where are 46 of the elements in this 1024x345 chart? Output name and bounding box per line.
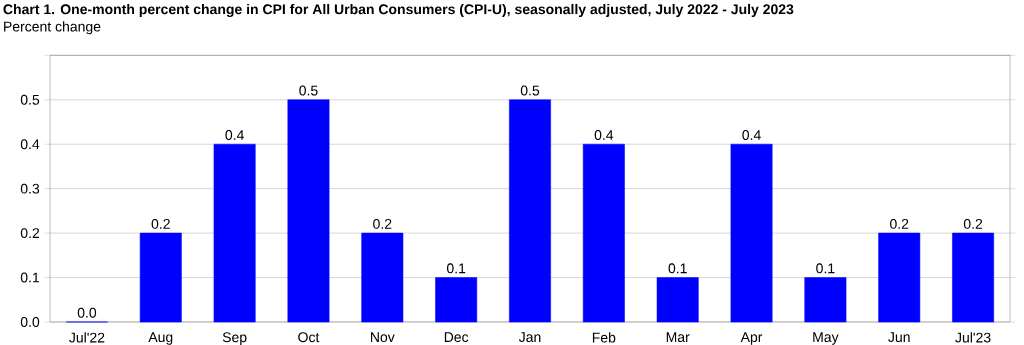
data-label: 0.5 [520,85,540,96]
data-label: 0.5 [299,85,318,96]
bar [730,143,773,323]
x-tick-label: Jan [518,332,541,343]
bar [287,99,330,323]
bar [435,277,478,323]
data-label: 0.2 [963,218,983,229]
x-tick-label: Sep [222,332,247,345]
data-label: 0.1 [816,263,835,274]
bar [582,143,625,323]
x-tick-label: Nov [371,332,395,343]
x-tick-label: Dec [444,332,469,343]
data-label: 0.2 [890,218,909,229]
x-tick-label: Oct [298,332,320,343]
data-label: 0.4 [594,130,614,140]
bar [509,99,551,323]
bar [804,277,847,323]
bar [878,232,921,323]
data-label: 0.4 [742,130,761,140]
chart-title: Chart 1. One-month percent change in CPI for All Urban Consumers (CPI-U), seasonally adjusted, July 2022 - July 2023 [3,3,794,18]
bar [656,277,699,323]
y-tick-label: 0.5 [20,94,40,105]
y-tick-label: 0.0 [20,317,40,327]
data-label: 0.2 [373,218,392,229]
data-label: 0.4 [225,130,244,140]
y-tick-label: 0.1 [20,272,40,283]
y-tick-label: 0.3 [20,183,40,194]
data-label: 0.0 [77,307,97,318]
bar [952,232,995,323]
bar [361,232,404,323]
x-tick-label: Jul'22 [69,332,105,343]
y-axis-title: Percent change [4,21,101,35]
bar [139,232,182,323]
x-tick-label: Jun [888,332,910,343]
y-tick-label: 0.2 [20,228,40,239]
x-tick-label: Mar [666,332,690,343]
x-tick-label: May [813,332,839,345]
x-tick-label: Apr [740,332,763,345]
x-tick-label: Aug [148,332,173,345]
y-tick-label: 0.4 [20,139,40,150]
x-tick-label: Jul'23 [955,332,991,343]
data-label: 0.1 [446,263,466,274]
data-label: 0.1 [668,263,687,274]
data-label: 0.2 [151,218,170,229]
bar [213,143,256,323]
x-tick-label: Feb [592,332,616,343]
